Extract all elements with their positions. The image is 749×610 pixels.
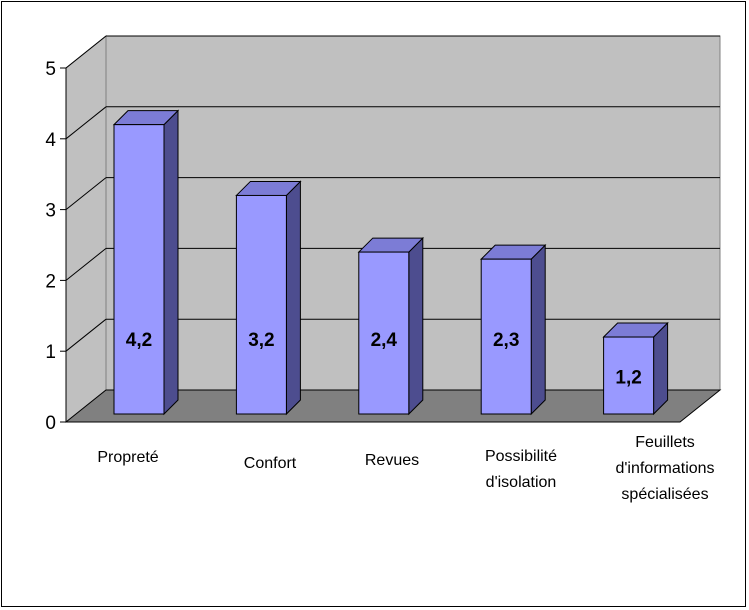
- bar-side: [163, 109, 179, 416]
- category-label-line: Feuillets: [635, 434, 695, 451]
- category-label: Feuillets d'informations spécialisées: [615, 434, 714, 503]
- category-label-line: spécialisées: [621, 486, 708, 503]
- data-label: 2,3: [493, 330, 519, 351]
- y-tick-label: 0: [45, 413, 56, 434]
- category-label: Confort: [244, 455, 297, 472]
- y-tick-label: 1: [45, 342, 56, 363]
- bars: 4,2 3,2 2,4 2,3 1,2: [112, 109, 669, 416]
- gridline-diagonal: [65, 35, 107, 69]
- side-wall: [65, 34, 107, 424]
- category-label-line: Propreté: [97, 449, 158, 466]
- value-axis: 0 1 2 3 4 5: [45, 59, 67, 434]
- bar-front: [113, 124, 165, 415]
- y-tick-label: 2: [45, 271, 56, 292]
- category-label: Revues: [365, 452, 419, 469]
- y-tick-label: 4: [45, 130, 56, 151]
- bar-front: [358, 251, 410, 415]
- gridline-diagonal: [65, 177, 107, 210]
- category-label-line: Possibilité: [485, 448, 557, 465]
- bar-side: [530, 243, 546, 416]
- bar: 2,4: [357, 236, 425, 416]
- bar: 4,2: [112, 109, 180, 416]
- y-tick-label: 3: [45, 201, 56, 222]
- category-label-line: d'informations: [615, 460, 714, 477]
- gridline-diagonal: [65, 248, 107, 281]
- bar-front: [235, 194, 287, 415]
- bar-side: [408, 236, 424, 416]
- bar-front: [480, 258, 532, 415]
- data-label: 1,2: [615, 368, 641, 389]
- bar: 3,2: [235, 180, 302, 416]
- gridline-diagonal: [65, 318, 107, 352]
- data-label: 2,4: [371, 330, 398, 351]
- category-label-line: Revues: [365, 452, 419, 469]
- category-label-line: d'isolation: [486, 474, 557, 491]
- category-label: Possibilité d'isolation: [485, 448, 557, 491]
- category-labels: Propreté Confort Revues Possibilité d'isolat…: [97, 434, 714, 503]
- category-label: Propreté: [97, 449, 158, 466]
- data-label: 3,2: [248, 330, 274, 351]
- gridline-diagonal: [65, 106, 107, 140]
- bar-side: [653, 321, 669, 416]
- y-tick-label: 5: [45, 59, 56, 80]
- data-label: 4,2: [126, 330, 152, 351]
- bar: 2,3: [479, 243, 547, 416]
- bar: 1,2: [602, 321, 669, 416]
- bar-side: [285, 180, 301, 416]
- category-label-line: Confort: [244, 455, 297, 472]
- bar-front: [603, 336, 655, 415]
